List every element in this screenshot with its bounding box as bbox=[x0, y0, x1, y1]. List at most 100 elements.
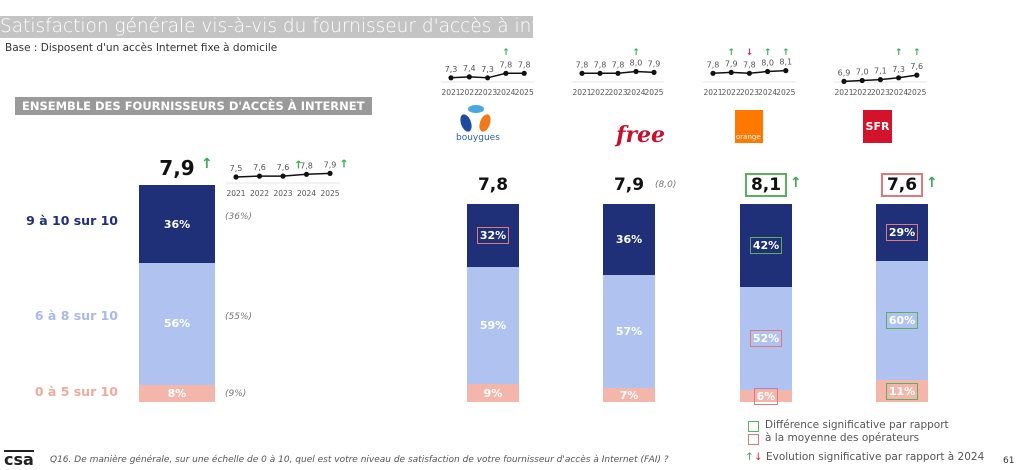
segment-label: 59% bbox=[479, 319, 507, 333]
sfr-logo: SFR bbox=[863, 110, 892, 143]
segment-label: 32% bbox=[476, 227, 510, 245]
slide-title: Satisfaction générale vis-à-vis du fourn… bbox=[0, 16, 533, 38]
arrow-up-icon: ↑ bbox=[339, 157, 348, 170]
trend-year: 2022 bbox=[460, 88, 479, 97]
trend-label: 7,6 bbox=[277, 163, 290, 172]
score-value: 7,9 bbox=[159, 156, 195, 180]
trend-year: 2025 bbox=[320, 189, 339, 198]
score-bouygues: 7,8 bbox=[471, 175, 515, 195]
trend-point bbox=[280, 173, 286, 179]
trend-label: 7,8 bbox=[594, 60, 607, 69]
trend-year: 2025 bbox=[907, 88, 926, 97]
base-note: Base : Disposent d'un accès Internet fix… bbox=[5, 42, 278, 54]
trend-point bbox=[303, 171, 310, 177]
arrow-up-icon: ↑ bbox=[632, 48, 640, 58]
trend-label: 7,6 bbox=[253, 163, 266, 172]
trend-point bbox=[710, 70, 716, 76]
bar-segment-bouygues-1: 59% bbox=[467, 267, 519, 385]
trend-point bbox=[256, 173, 263, 179]
trend-year: 2021 bbox=[226, 189, 245, 198]
trend-point bbox=[783, 68, 789, 74]
score-total: 7,9 bbox=[155, 156, 199, 180]
category-label-mid: 6 à 8 sur 10 bbox=[34, 308, 118, 323]
bar-segment-orange-1: 52% bbox=[740, 287, 792, 391]
orange-logo bbox=[735, 110, 763, 143]
trend-point bbox=[651, 69, 657, 75]
trend-point bbox=[485, 75, 491, 81]
trend-point bbox=[597, 70, 603, 76]
segment-label: 8% bbox=[167, 386, 187, 400]
trend-label: 7,8 bbox=[707, 60, 720, 69]
free-logo: free bbox=[616, 122, 666, 148]
trend-year: 2022 bbox=[722, 88, 741, 97]
previous-value: (9%) bbox=[225, 389, 247, 400]
red-box-legend-icon bbox=[748, 434, 759, 445]
score-value: 8,1 bbox=[744, 173, 788, 197]
trend-label: 8,0 bbox=[630, 59, 643, 68]
trend-point bbox=[877, 77, 883, 83]
trend-year: 2024 bbox=[889, 88, 908, 97]
bar-segment-free-1: 57% bbox=[603, 275, 655, 389]
category-label-low: 0 à 5 sur 10 bbox=[34, 384, 118, 399]
score-arrow-up-icon: ↑ bbox=[926, 175, 938, 191]
trend-label: 7,6 bbox=[910, 62, 923, 71]
trend-year: 2025 bbox=[644, 88, 663, 97]
segment-label: 36% bbox=[163, 217, 191, 231]
trend-label: 8,0 bbox=[761, 59, 774, 68]
ensemble-label: ENSEMBLE DES FOURNISSEURS D'ACCÈS À INTE… bbox=[15, 97, 372, 115]
arrow-up-icon: ↑ bbox=[764, 48, 772, 58]
trend-label: 7,3 bbox=[892, 65, 905, 74]
score-value: 7,8 bbox=[477, 175, 509, 195]
bar-segment-sfr-2: 11% bbox=[876, 380, 928, 402]
trend-point bbox=[327, 170, 333, 176]
trend-year: 2022 bbox=[853, 88, 872, 97]
trend-point bbox=[448, 75, 454, 81]
trend-point bbox=[914, 72, 920, 78]
csa-logo: csa bbox=[4, 450, 34, 469]
trend-year: 2023 bbox=[478, 88, 497, 97]
bouygues-logo-mark bbox=[468, 105, 484, 113]
trend-point bbox=[728, 69, 734, 75]
trend-label: 7,1 bbox=[874, 67, 887, 76]
score-previous: (8,0) bbox=[655, 180, 677, 190]
bar-segment-orange-2: 6% bbox=[740, 387, 792, 405]
orange-logo-text: orange bbox=[736, 133, 761, 141]
footer-question: Q16. De manière générale, sur une échell… bbox=[50, 455, 669, 465]
trend-year: 2021 bbox=[441, 88, 460, 97]
trend-year: 2023 bbox=[608, 88, 627, 97]
trend-year: 2024 bbox=[758, 88, 777, 97]
legend-line1: Différence significative par rapport bbox=[765, 419, 949, 431]
trend-label: 7,3 bbox=[481, 65, 494, 74]
bouygues-logo-text: bouygues bbox=[456, 133, 500, 143]
segment-label: 56% bbox=[163, 317, 191, 331]
trend-point bbox=[765, 68, 771, 75]
trend-year: 2023 bbox=[871, 88, 890, 97]
category-label-top: 9 à 10 sur 10 bbox=[26, 213, 118, 228]
trend-label: 7,3 bbox=[445, 65, 458, 74]
bar-segment-total-0: 36% bbox=[139, 185, 215, 264]
trend-label: 7,8 bbox=[518, 60, 531, 69]
segment-label: 7% bbox=[619, 388, 639, 402]
trend-year: 2024 bbox=[626, 88, 645, 97]
bouygues-logo-mark bbox=[477, 112, 493, 134]
trend-chart-sfr: 6,9 2021 7,0 2022 7,1 2023 7,3 2024 ↑ 7,6 2025 ↑ bbox=[834, 48, 927, 97]
trend-point bbox=[859, 77, 865, 84]
bar-segment-total-2: 8% bbox=[139, 384, 215, 402]
trend-chart-bouygues: 7,3 2021 7,4 2022 7,3 2023 7,8 2024 ↑ 7,8 2025 bbox=[441, 48, 535, 97]
segment-label: 36% bbox=[615, 233, 643, 247]
segment-label: 9% bbox=[483, 386, 503, 400]
arrow-up-icon: ↑ bbox=[502, 48, 510, 58]
trend-label: 7,5 bbox=[230, 164, 243, 173]
trend-label: 7,8 bbox=[500, 60, 513, 69]
trend-point bbox=[633, 68, 639, 75]
trend-label: 7,9 bbox=[725, 59, 738, 68]
trend-label: 7,8 bbox=[612, 60, 625, 69]
score-arrow-up-icon: ↑ bbox=[201, 156, 213, 172]
trend-point bbox=[615, 70, 621, 76]
trend-year: 2025 bbox=[515, 88, 534, 97]
trend-label: 7,0 bbox=[856, 68, 869, 77]
arrow-up-icon: ↑ bbox=[782, 48, 790, 58]
bouygues-logo-mark bbox=[458, 112, 474, 134]
score-sfr: 7,6 bbox=[880, 173, 924, 197]
